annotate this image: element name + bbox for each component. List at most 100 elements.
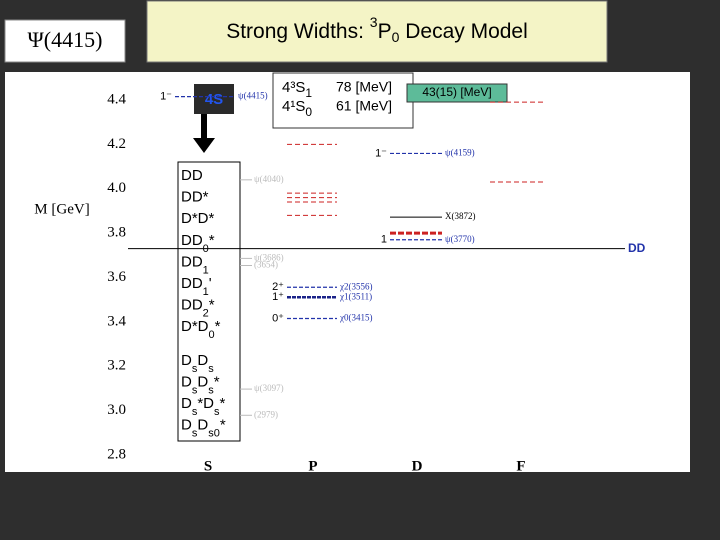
label-box xyxy=(4,19,126,63)
channel-sub: 1 xyxy=(203,264,209,276)
channel: DD1 xyxy=(181,253,209,276)
channel: DD* xyxy=(181,189,209,206)
channel-text: D*D xyxy=(181,318,209,335)
title: Strong Widths: 3P0 Decay Model xyxy=(226,14,528,45)
channels-box xyxy=(177,161,241,442)
channel-sub: 2 xyxy=(203,308,209,320)
channel-text: D xyxy=(181,373,192,390)
channel: DsDs0* xyxy=(181,417,226,440)
channel: DD xyxy=(181,167,203,184)
y-tick-label: 2.8 xyxy=(107,446,126,462)
channel-text: D xyxy=(181,417,192,434)
channel-text: * xyxy=(209,297,215,314)
threshold-label: DD xyxy=(628,241,646,255)
width-value: 78 [MeV] xyxy=(336,79,392,95)
channel: D*D0* xyxy=(181,318,221,341)
level-jp: 1⁺ xyxy=(272,291,284,303)
channel: D*D* xyxy=(181,210,215,227)
width-value: 61 [MeV] xyxy=(336,98,392,114)
plot-panel xyxy=(5,72,690,472)
widths-box xyxy=(272,72,414,129)
channel-text: DD* xyxy=(181,189,209,206)
channel-text: DD xyxy=(181,297,203,314)
channel-sub: 1 xyxy=(203,286,209,298)
channel-sub: s xyxy=(192,384,198,396)
channel-sub: s xyxy=(214,406,220,418)
level-label: χ2(3556) xyxy=(339,281,373,291)
channel-text: DD xyxy=(181,275,203,292)
column-label: S xyxy=(204,458,212,474)
y-tick-label: 4.2 xyxy=(107,136,126,152)
measured-width: 43(15) [MeV] xyxy=(422,85,491,99)
y-tick-label: 3.0 xyxy=(107,402,126,418)
title-box xyxy=(146,0,608,63)
level-jp: 1⁻ xyxy=(160,91,172,103)
y-tick-label: 3.6 xyxy=(107,269,126,285)
width-state: 4³S1 xyxy=(282,79,312,100)
title-sub: 0 xyxy=(392,29,400,45)
state-sub: 1 xyxy=(305,86,312,100)
level-label: ψ(3686) xyxy=(254,252,284,262)
channel: Ds*Ds* xyxy=(181,395,226,418)
channel-text: D xyxy=(181,352,192,369)
channel: DsDs* xyxy=(181,373,220,396)
channel-text: D xyxy=(181,395,192,412)
channel-text: DD xyxy=(181,253,203,270)
channel: DD1' xyxy=(181,275,212,298)
level-jp: 0⁺ xyxy=(272,312,284,324)
channel: DD0* xyxy=(181,232,215,255)
measured-box xyxy=(406,83,508,103)
y-tick-label: 3.4 xyxy=(107,313,126,329)
column-label: F xyxy=(516,458,525,474)
level-jp: 1⁻ xyxy=(375,147,387,159)
channel-text: D xyxy=(197,417,208,434)
y-tick-label: 3.8 xyxy=(107,225,126,241)
channel-text: D xyxy=(197,352,208,369)
channel-sub: s xyxy=(192,428,198,440)
level-label: ψ(4415) xyxy=(238,91,268,101)
axis-label: M [GeV] xyxy=(34,201,89,217)
channel-text: ' xyxy=(209,275,212,292)
channel-text: DD xyxy=(181,232,203,249)
channel-text: * xyxy=(215,318,221,335)
channel-text: DD xyxy=(181,167,203,184)
y-tick-label: 3.2 xyxy=(107,358,126,374)
level-label: (2979) xyxy=(254,409,278,419)
channel-sub: 0 xyxy=(203,243,209,255)
channel-sub: s xyxy=(208,363,214,375)
level-jp: 2⁺ xyxy=(272,281,284,293)
state-sub: 0 xyxy=(305,105,312,119)
channel-text: * xyxy=(209,232,215,249)
channel-sub: s xyxy=(192,363,198,375)
state: 4³S xyxy=(282,79,305,96)
title-sup: 3 xyxy=(370,14,378,30)
state-box-label: 4S xyxy=(205,91,223,108)
title-text: Decay Model xyxy=(399,20,527,43)
channel: DsDs xyxy=(181,352,214,375)
level-jp: 1 xyxy=(381,234,387,246)
level-label: ψ(3770) xyxy=(445,234,475,244)
channel-text: *D xyxy=(197,395,214,412)
level-label: ψ(4040) xyxy=(254,174,284,184)
channel-text: D*D* xyxy=(181,210,215,227)
channel-text: * xyxy=(220,417,226,434)
y-tick-label: 4.4 xyxy=(107,91,126,107)
title-main: P xyxy=(378,20,392,43)
level-label: χ0(3415) xyxy=(339,313,373,323)
level-label: χ1(3511) xyxy=(339,291,372,301)
level-label: (3654) xyxy=(254,260,278,270)
state-box xyxy=(194,84,234,114)
channel-text: * xyxy=(220,395,226,412)
channel: DD2* xyxy=(181,297,215,320)
level-label: ψ(3097) xyxy=(254,383,284,393)
state-label: Ψ(4415) xyxy=(28,27,103,52)
level-label: ψ(4159) xyxy=(445,147,475,157)
column-label: P xyxy=(308,458,317,474)
width-state: 4¹S0 xyxy=(282,98,312,119)
channel-text: * xyxy=(214,373,220,390)
arrow-head xyxy=(193,138,215,153)
title-text: Strong Widths: xyxy=(226,20,370,43)
level-label: X(3872) xyxy=(445,211,476,221)
